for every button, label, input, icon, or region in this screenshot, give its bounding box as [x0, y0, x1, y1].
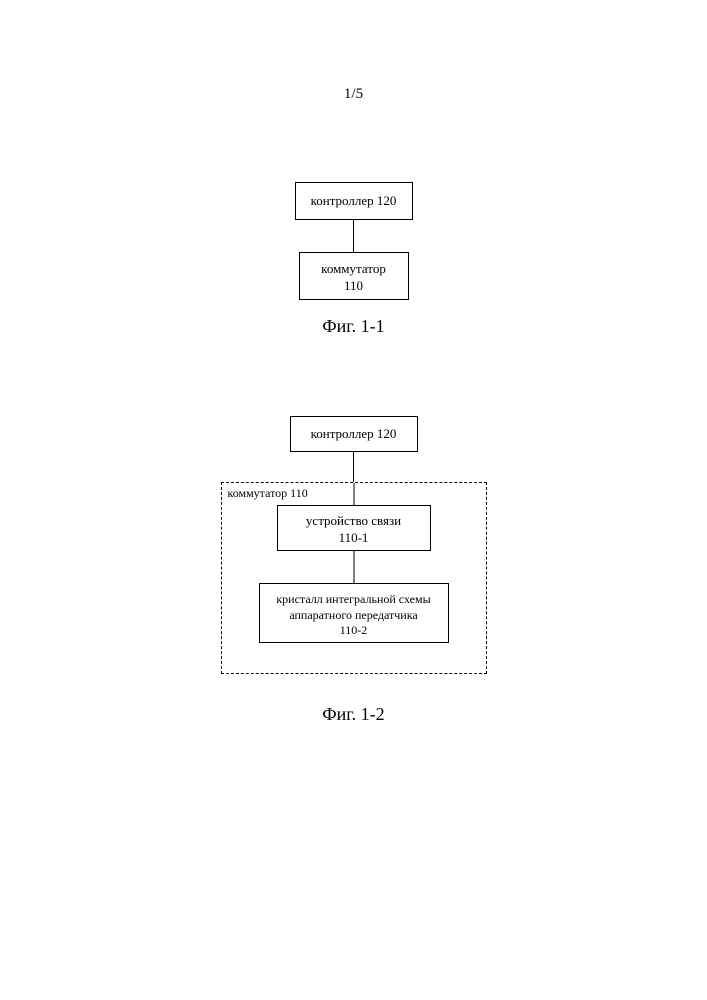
switch-frame-label: коммутатор 110 [228, 486, 308, 501]
chip-label-line1: кристалл интегральной схемы [276, 592, 430, 606]
caption-text-fig12: Фиг. 1-2 [322, 704, 384, 724]
figure-1-1: контроллер 120 коммутатор 110 Фиг. 1-1 [244, 182, 464, 337]
connector-fig12-top [353, 452, 354, 482]
connector-into-frame [353, 483, 354, 505]
chip-label-line3: 110-2 [340, 623, 368, 637]
controller-label-fig12: контроллер 120 [311, 426, 397, 441]
controller-box-fig12: контроллер 120 [290, 416, 418, 452]
caption-fig11: Фиг. 1-1 [244, 316, 464, 337]
controller-box-fig11: контроллер 120 [295, 182, 413, 220]
connector-comm-to-chip [353, 551, 354, 583]
switch-label-line2-fig11: 110 [344, 278, 363, 293]
caption-text-fig11: Фиг. 1-1 [322, 316, 384, 336]
comm-device-box: устройство связи 110-1 [277, 505, 431, 551]
comm-label-line2: 110-1 [339, 530, 369, 545]
comm-label-line1: устройство связи [306, 513, 401, 528]
figure-1-2: контроллер 120 коммутатор 110 устройство… [199, 416, 509, 725]
switch-box-fig11: коммутатор 110 [299, 252, 409, 300]
controller-label-fig11: контроллер 120 [311, 193, 397, 208]
connector-fig11 [353, 220, 354, 252]
chip-box: кристалл интегральной схемы аппаратного … [259, 583, 449, 643]
page-number: 1/5 [344, 86, 363, 103]
caption-fig12: Фиг. 1-2 [199, 704, 509, 725]
chip-label-line2: аппаратного передатчика [289, 608, 417, 622]
switch-dashed-frame: коммутатор 110 устройство связи 110-1 кр… [221, 482, 487, 674]
switch-label-line1-fig11: коммутатор [321, 261, 386, 276]
